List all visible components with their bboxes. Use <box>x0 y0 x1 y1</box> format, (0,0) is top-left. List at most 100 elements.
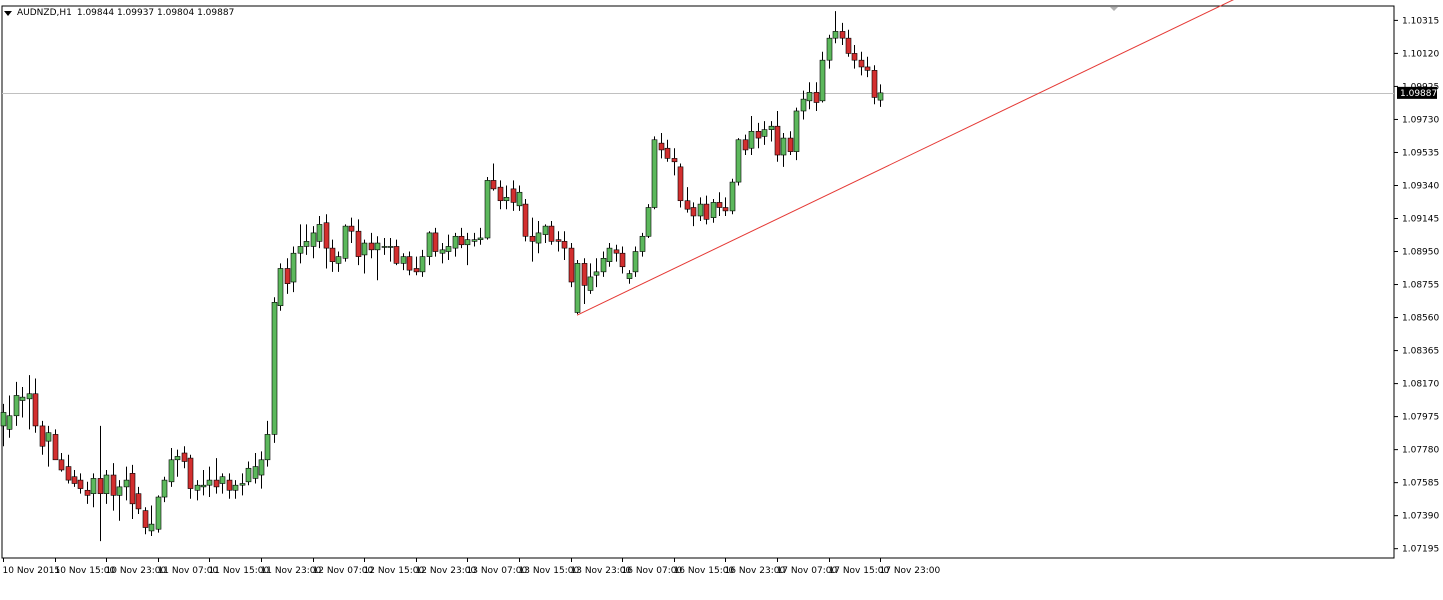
candle-body <box>768 125 775 130</box>
candle-body <box>426 232 433 257</box>
candle-body <box>864 66 871 71</box>
candle-body <box>871 70 878 98</box>
candle-body <box>239 483 246 486</box>
x-tick-label: 16 Nov 23:00 <box>725 566 786 576</box>
candle-body <box>780 137 787 156</box>
candle-body <box>716 202 723 208</box>
trendline[interactable] <box>576 0 1267 316</box>
candle-body <box>458 235 465 246</box>
candle-body <box>155 496 162 530</box>
candle-body <box>832 31 839 39</box>
candle-body <box>826 37 833 61</box>
x-tick-label: 17 Nov 07:00 <box>777 566 838 576</box>
candle-body <box>161 479 168 498</box>
chart-header: AUDNZD,H1 1.09844 1.09937 1.09804 1.0988… <box>4 8 234 18</box>
dropdown-triangle-icon[interactable] <box>4 10 12 16</box>
candle-body <box>606 247 613 262</box>
x-tick-label: 16 Nov 15:00 <box>674 566 735 576</box>
candle-body <box>639 235 646 252</box>
price-axis: 1.103151.101201.099251.097301.095351.093… <box>1394 16 1439 555</box>
x-tick-label: 17 Nov 15:00 <box>829 566 890 576</box>
y-tick-label: 1.09340 <box>1402 181 1439 191</box>
candle-body <box>490 180 497 190</box>
candle-body <box>52 434 59 461</box>
x-tick-label: 11 Nov 07:00 <box>158 566 219 576</box>
candle-body <box>574 263 581 313</box>
candle-body <box>755 131 762 139</box>
candle-body <box>613 249 620 254</box>
candle-body <box>839 31 846 39</box>
candle-body <box>851 53 858 61</box>
candle-body <box>71 476 78 484</box>
candle-body <box>626 273 633 279</box>
candle-body <box>290 252 297 283</box>
candle-body <box>581 263 588 286</box>
candle-body <box>374 242 381 251</box>
y-tick-label: 1.09145 <box>1402 215 1439 225</box>
candle-body <box>568 247 575 283</box>
candle-body <box>684 200 691 210</box>
candle-body <box>148 523 155 532</box>
candle-body <box>690 207 697 217</box>
candle-body <box>84 489 91 496</box>
ohlc-values: 1.09844 1.09937 1.09804 1.09887 <box>76 8 235 18</box>
candle-body <box>252 466 259 479</box>
candle-body <box>529 235 536 242</box>
candle-body <box>497 186 504 202</box>
candle-body <box>361 242 368 256</box>
candle-body <box>516 191 523 207</box>
candle-body <box>806 92 813 102</box>
candle-body <box>813 92 820 103</box>
candle-body <box>264 434 271 461</box>
y-tick-label: 1.10120 <box>1402 49 1439 59</box>
candle-body <box>452 235 459 249</box>
candle-body <box>90 478 97 494</box>
candle-body <box>316 224 323 242</box>
y-tick-label: 1.08365 <box>1402 347 1439 357</box>
x-tick-label: 12 Nov 23:00 <box>416 566 477 576</box>
candle-body <box>600 257 607 273</box>
candle-body <box>735 139 742 183</box>
candle-body <box>651 139 658 208</box>
y-tick-label: 1.07780 <box>1402 446 1439 456</box>
x-tick-label: 16 Nov 07:00 <box>622 566 683 576</box>
candle-body <box>535 232 542 244</box>
candle-body <box>445 246 452 252</box>
candle-body <box>271 302 278 435</box>
shift-marker-icon[interactable] <box>1110 7 1118 11</box>
x-tick-label: 10 Nov 15:00 <box>55 566 116 576</box>
y-tick-label: 1.08950 <box>1402 248 1439 258</box>
candle-body <box>729 181 736 212</box>
candle-body <box>742 139 749 151</box>
candle-body <box>323 222 330 249</box>
candle-body <box>748 131 755 149</box>
x-tick-label: 12 Nov 07:00 <box>313 566 374 576</box>
candle-body <box>858 59 865 68</box>
x-tick-label: 10 Nov 23:00 <box>106 566 167 576</box>
x-tick-label: 17 Nov 23:00 <box>880 566 941 576</box>
candle-body <box>774 125 781 156</box>
candle-body <box>561 241 568 249</box>
y-tick-label: 1.08560 <box>1402 314 1439 324</box>
candle-body <box>116 486 123 496</box>
y-tick-label: 1.08755 <box>1402 281 1439 291</box>
candle-body <box>697 203 704 217</box>
candle-body <box>297 246 304 254</box>
y-tick-label: 1.08170 <box>1402 380 1439 390</box>
candle-body <box>477 237 484 240</box>
candle-body <box>97 478 104 494</box>
candle-body <box>381 246 388 248</box>
candle-body <box>393 246 400 264</box>
price-tag-label: 1.09887 <box>1400 89 1437 99</box>
candle-body <box>877 92 884 101</box>
candle-body <box>6 415 13 430</box>
candle-body <box>123 479 130 488</box>
candle-body <box>439 249 446 254</box>
y-tick-label: 1.10315 <box>1402 16 1439 26</box>
candle-body <box>619 252 626 268</box>
candle-body <box>232 484 239 491</box>
x-tick-label: 13 Nov 07:00 <box>467 566 528 576</box>
